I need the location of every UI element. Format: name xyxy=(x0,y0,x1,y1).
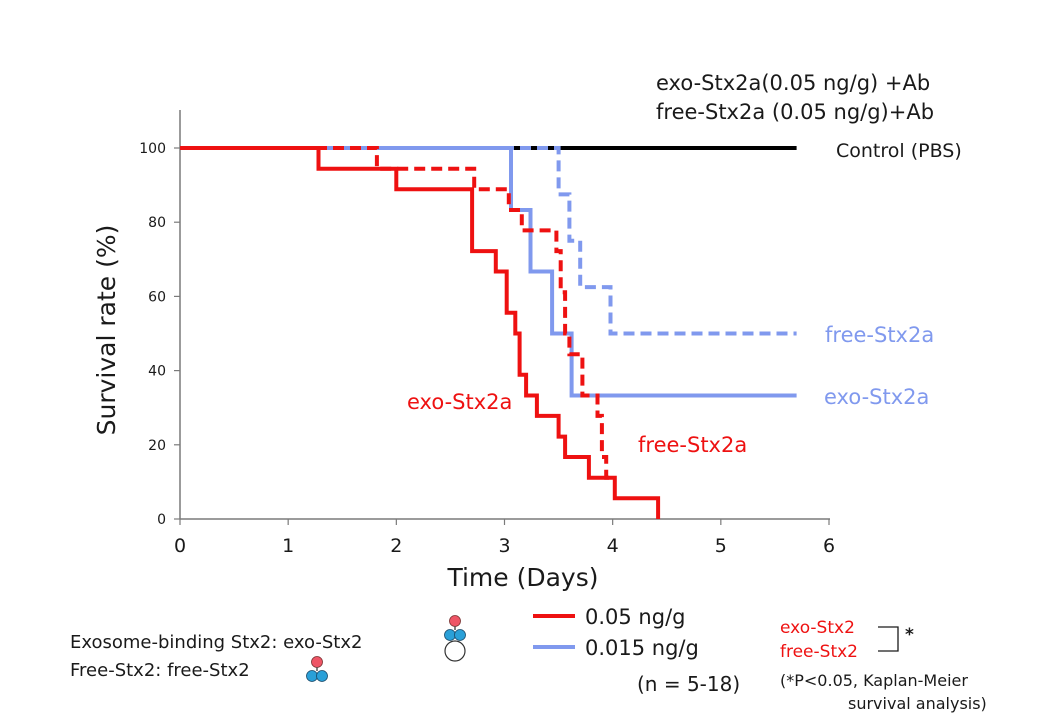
legend-label-blue: 0.015 ng/g xyxy=(585,636,699,660)
label-free-blue: free-Stx2a xyxy=(825,323,934,347)
stat-note-line-1: (*P<0.05, Kaplan-Meier xyxy=(780,671,968,690)
legend: 0.05 ng/g 0.015 ng/g xyxy=(533,605,699,660)
x-tick-label: 0 xyxy=(174,535,186,557)
stat-note-line-2: survival analysis) xyxy=(848,694,987,713)
label-free-red: free-Stx2a xyxy=(638,433,747,457)
free-stx2-icon xyxy=(306,656,328,682)
y-tick-label: 40 xyxy=(148,364,166,380)
label-exo-red: exo-Stx2a xyxy=(407,390,512,414)
x-tick-label: 4 xyxy=(607,535,619,557)
stat-star: * xyxy=(905,625,914,645)
label-control: Control (PBS) xyxy=(836,140,962,162)
statistics-note: exo-Stx2 free-Stx2 * (*P<0.05, Kaplan-Me… xyxy=(780,618,987,713)
y-tick-label: 80 xyxy=(148,215,166,231)
series-line-3-free-stx2a xyxy=(180,146,615,480)
x-tick-label: 1 xyxy=(282,535,294,557)
x-ticks: 0 1 2 3 4 5 6 xyxy=(174,519,835,557)
y-ticks: 0 20 40 60 80 100 xyxy=(139,141,180,528)
x-tick-label: 5 xyxy=(715,535,727,557)
key-exo-text: Exosome-binding Stx2: exo-Stx2 xyxy=(70,632,362,653)
stat-free-label: free-Stx2 xyxy=(780,642,858,662)
series-line-2-exo-stx2a xyxy=(180,146,797,398)
header-line-1: exo-Stx2a(0.05 ng/g) +Ab xyxy=(656,71,930,95)
x-tick-label: 2 xyxy=(390,535,402,557)
key-free-text: Free-Stx2: free-Stx2 xyxy=(70,660,250,681)
x-tick-label: 6 xyxy=(823,535,835,557)
series-group xyxy=(180,146,797,519)
header-line-2: free-Stx2a (0.05 ng/g)+Ab xyxy=(656,100,934,124)
y-tick-label: 20 xyxy=(148,438,166,454)
series-line-4-exo-stx2a xyxy=(180,146,661,519)
exo-stx2-icon xyxy=(444,615,466,662)
y-axis-title: Survival rate (%) xyxy=(92,225,121,436)
y-tick-label: 0 xyxy=(157,512,166,528)
x-axis-title: Time (Days) xyxy=(446,563,598,592)
y-tick-label: 100 xyxy=(139,141,166,157)
label-exo-blue: exo-Stx2a xyxy=(824,385,929,409)
stat-exo-label: exo-Stx2 xyxy=(780,618,855,638)
legend-label-red: 0.05 ng/g xyxy=(585,605,685,629)
series-line-1-free-stx2a xyxy=(180,146,797,336)
y-tick-label: 60 xyxy=(148,289,166,305)
stat-bracket xyxy=(878,626,899,652)
n-note: (n = 5-18) xyxy=(637,672,740,696)
x-tick-label: 3 xyxy=(498,535,510,557)
